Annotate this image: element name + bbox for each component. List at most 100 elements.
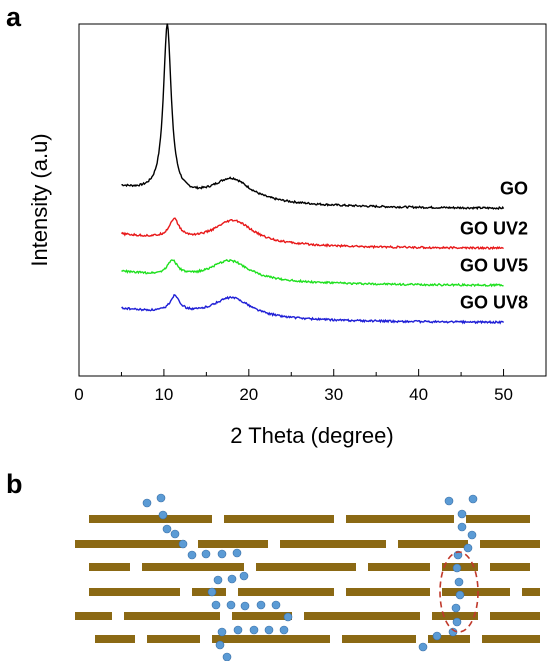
panel-b-letter: b [6,469,23,499]
layer-segment [398,540,468,548]
layer-segment [342,635,416,643]
layer-segment [124,612,220,620]
layer-segment [442,588,510,596]
xrd-chart: 0 10 20 30 40 50 GO GO UV2 GO UV5 GO UV8 2 Theta… [27,23,547,448]
x-ticks: 0 10 20 30 40 50 [74,369,547,404]
molecule-dot [156,493,166,503]
x-axis-title: 2 Theta (degree) [230,423,393,448]
molecule-dot [444,496,454,506]
molecule-dot [207,587,217,597]
molecule-dot [222,652,232,661]
molecule-dot [264,625,274,635]
molecule-dot [170,529,180,539]
graphene-oxide-layers [75,515,540,643]
series-line [121,294,505,325]
layer-segment [75,612,112,620]
x-tick-label: 0 [74,385,83,404]
molecule-dot [162,524,172,534]
layer-segment [142,563,244,571]
intercalated-molecules [142,493,478,661]
molecule-dot [226,600,236,610]
layer-segment [466,515,530,523]
layer-segment [280,540,386,548]
molecule-dot [283,612,293,622]
series-label: GO UV8 [460,292,528,312]
series-label: GO [500,178,528,198]
layer-segment [522,588,540,596]
layer-segment [224,515,334,523]
molecule-dot [463,543,473,553]
molecule-dot [239,571,249,581]
layer-segment [75,540,185,548]
layer-segment [147,635,200,643]
molecule-dot [453,550,463,560]
layer-segment [346,515,454,523]
layer-segment [89,588,180,596]
series-labels: GO GO UV2 GO UV5 GO UV8 [460,178,528,312]
molecule-dot [455,590,465,600]
molecule-dot [467,530,477,540]
layer-segment [432,612,478,620]
layer-segment [428,635,470,643]
molecule-dot [457,509,467,519]
layer-segment [256,563,356,571]
molecule-dot [451,603,461,613]
molecule-dot [217,627,227,637]
molecule-dot [457,522,467,532]
layer-segment [198,540,268,548]
x-tick-label: 30 [324,385,343,404]
x-tick-label: 50 [494,385,513,404]
layer-segment [232,612,292,620]
molecule-dot [271,600,281,610]
y-axis-title: Intensity (a.u) [27,133,52,266]
molecule-dot [240,601,250,611]
molecule-dot [232,548,242,558]
layered-structure-schematic [75,493,540,661]
molecule-dot [215,640,225,650]
molecule-dot [213,575,223,585]
series-line [121,258,504,288]
molecule-dot [249,625,259,635]
molecule-dot [187,550,197,560]
molecule-dot [227,574,237,584]
layer-segment [95,635,135,643]
layer-segment [346,588,430,596]
layer-segment [490,563,530,571]
molecule-dot [452,617,462,627]
x-tick-label: 20 [239,385,258,404]
molecule-dot [256,600,266,610]
plot-frame [78,23,547,377]
molecule-dot [233,625,243,635]
layer-segment [89,515,212,523]
layer-segment [238,588,334,596]
layer-segment [480,540,540,548]
molecule-dot [201,549,211,559]
molecule-dot [178,539,188,549]
molecule-dot [211,600,221,610]
traces [120,23,505,325]
molecule-dot [279,625,289,635]
molecule-dot [142,498,152,508]
x-tick-label: 10 [154,385,173,404]
molecule-dot [454,577,464,587]
molecule-dot [448,627,458,637]
layer-segment [212,635,330,643]
molecule-dot [432,631,442,641]
molecule-dot [452,563,462,573]
layer-segment [368,563,430,571]
x-tick-label: 40 [409,385,428,404]
series-label: GO UV2 [460,218,528,238]
series-line [120,217,504,251]
molecule-dot [468,494,478,504]
layer-segment [304,612,420,620]
molecule-dot [217,549,227,559]
layer-segment [490,612,540,620]
highlight-ellipse [439,551,479,633]
series-label: GO UV5 [460,255,528,275]
molecule-dot [158,510,168,520]
molecule-dot [418,642,428,652]
layer-segment [482,635,540,643]
layer-segment [89,563,130,571]
panel-a-letter: a [6,2,22,32]
